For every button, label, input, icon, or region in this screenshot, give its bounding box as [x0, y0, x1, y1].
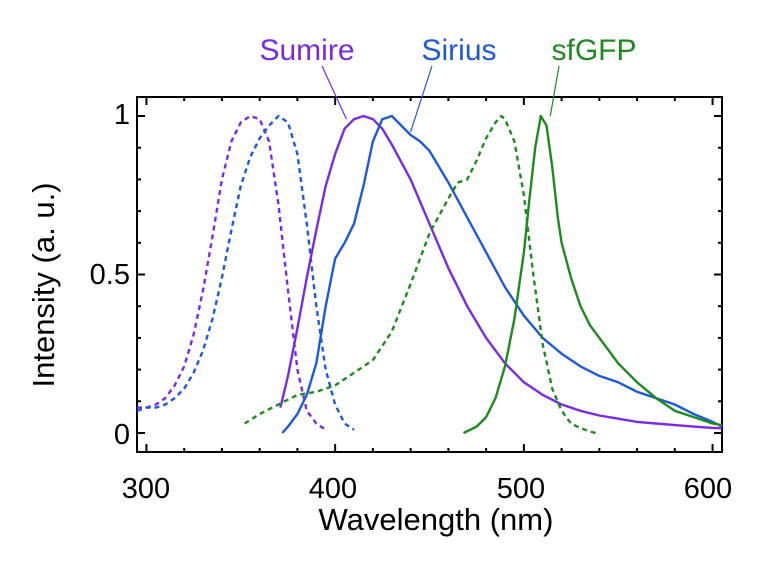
- sirius-label: Sirius: [421, 34, 496, 67]
- x-tick-label: 400: [309, 473, 357, 505]
- sumire-label: Sumire: [259, 34, 354, 67]
- sfgfp-leader-line: [549, 65, 560, 117]
- y-tick-label: 0.5: [90, 259, 130, 291]
- y-tick-label: 0: [114, 419, 130, 451]
- series-layer: [136, 114, 723, 435]
- y-tick-labels: 0 0.5 1: [90, 99, 130, 451]
- x-tick-labels: 300 400 500 600: [122, 473, 732, 505]
- sumire-leader-line: [321, 65, 348, 120]
- y-tick-label: 1: [114, 99, 130, 131]
- sfgfp-label: sfGFP: [551, 34, 636, 67]
- plot-area: [136, 96, 723, 453]
- ticks-layer: [137, 97, 722, 452]
- sirius-leader-line: [410, 65, 433, 133]
- series-line-sumire-emission: [279, 114, 723, 430]
- series-labels: Sumire Sirius sfGFP: [259, 34, 637, 133]
- series-line-sirius-excitation: [136, 114, 355, 431]
- series-line-sumire-excitation: [137, 114, 327, 431]
- x-tick-label: 600: [684, 473, 732, 505]
- x-tick-label: 300: [122, 473, 170, 505]
- x-tick-label: 500: [497, 473, 545, 505]
- series-line-sirius-emission: [281, 114, 723, 434]
- x-axis-label: Wavelength (nm): [319, 502, 554, 537]
- series-line-sfgfp-emission: [462, 114, 723, 435]
- y-axis-label: Intensity (a. u.): [26, 182, 61, 387]
- series-line-sfgfp-excitation: [243, 114, 596, 435]
